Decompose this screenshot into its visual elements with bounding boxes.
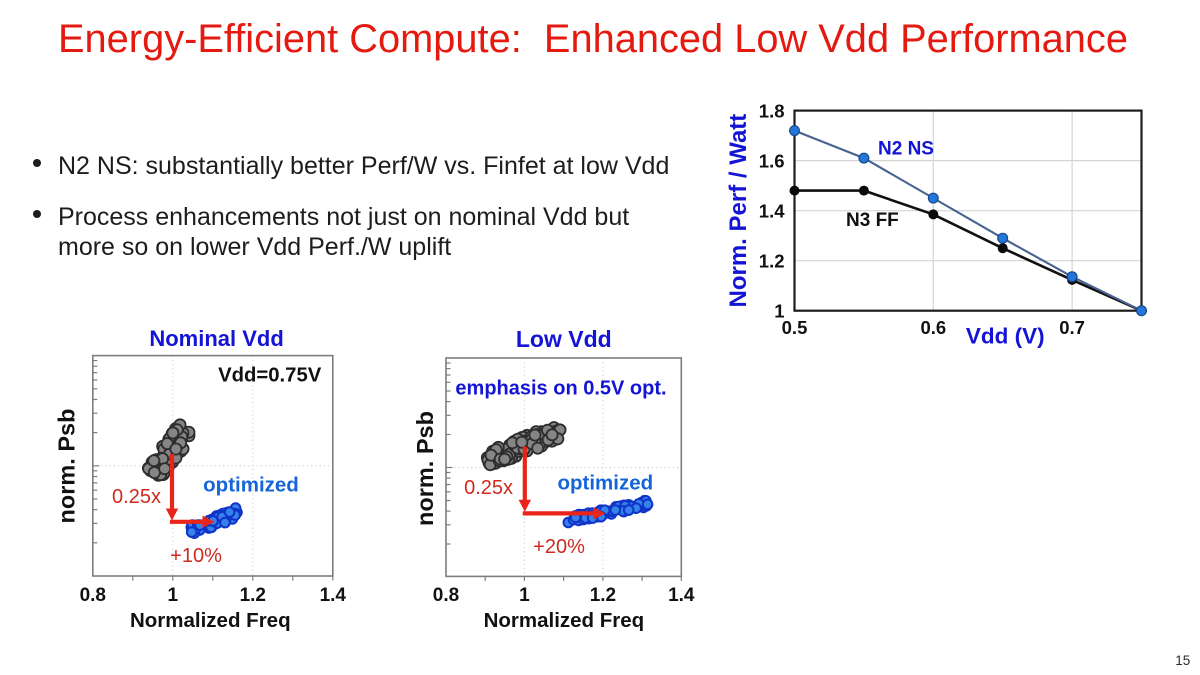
svg-text:N2 NS: N2 NS xyxy=(878,139,934,160)
svg-text:Norm. Perf / Watt: Norm. Perf / Watt xyxy=(725,114,752,308)
svg-text:1.2: 1.2 xyxy=(240,585,266,606)
svg-text:0.8: 0.8 xyxy=(80,585,106,606)
svg-text:1.4: 1.4 xyxy=(320,585,347,606)
svg-text:1: 1 xyxy=(168,585,179,606)
svg-text:Low Vdd: Low Vdd xyxy=(516,326,612,352)
svg-text:1.4: 1.4 xyxy=(668,585,695,606)
svg-text:Vdd (V): Vdd (V) xyxy=(966,324,1045,349)
svg-text:optimized: optimized xyxy=(557,472,653,495)
svg-text:Normalized Freq: Normalized Freq xyxy=(130,609,291,632)
svg-text:norm. Psb: norm. Psb xyxy=(412,411,438,526)
svg-text:norm. Psb: norm. Psb xyxy=(53,409,79,524)
svg-text:1.6: 1.6 xyxy=(759,150,785,171)
svg-text:1: 1 xyxy=(774,300,784,321)
svg-text:15: 15 xyxy=(1175,653,1190,668)
svg-text:1.2: 1.2 xyxy=(590,585,616,606)
svg-text:1.4: 1.4 xyxy=(759,200,785,221)
svg-text:Nominal Vdd: Nominal Vdd xyxy=(149,326,283,351)
svg-text:emphasis on 0.5V opt.: emphasis on 0.5V opt. xyxy=(455,377,666,399)
svg-text:0.5: 0.5 xyxy=(782,317,808,338)
svg-text:N3 FF: N3 FF xyxy=(846,210,899,231)
svg-text:1: 1 xyxy=(519,585,530,606)
svg-text:0.25x: 0.25x xyxy=(464,477,513,499)
svg-text:optimized: optimized xyxy=(203,474,299,497)
svg-text:0.6: 0.6 xyxy=(920,317,946,338)
svg-text:1.8: 1.8 xyxy=(759,100,785,121)
svg-text:+20%: +20% xyxy=(533,536,585,558)
svg-text:+10%: +10% xyxy=(170,545,222,567)
svg-text:1.2: 1.2 xyxy=(759,250,785,271)
svg-text:0.7: 0.7 xyxy=(1059,317,1085,338)
svg-text:Normalized Freq: Normalized Freq xyxy=(484,609,645,632)
svg-text:0.8: 0.8 xyxy=(433,585,459,606)
svg-text:0.25x: 0.25x xyxy=(112,486,161,508)
svg-text:Vdd=0.75V: Vdd=0.75V xyxy=(218,364,322,386)
